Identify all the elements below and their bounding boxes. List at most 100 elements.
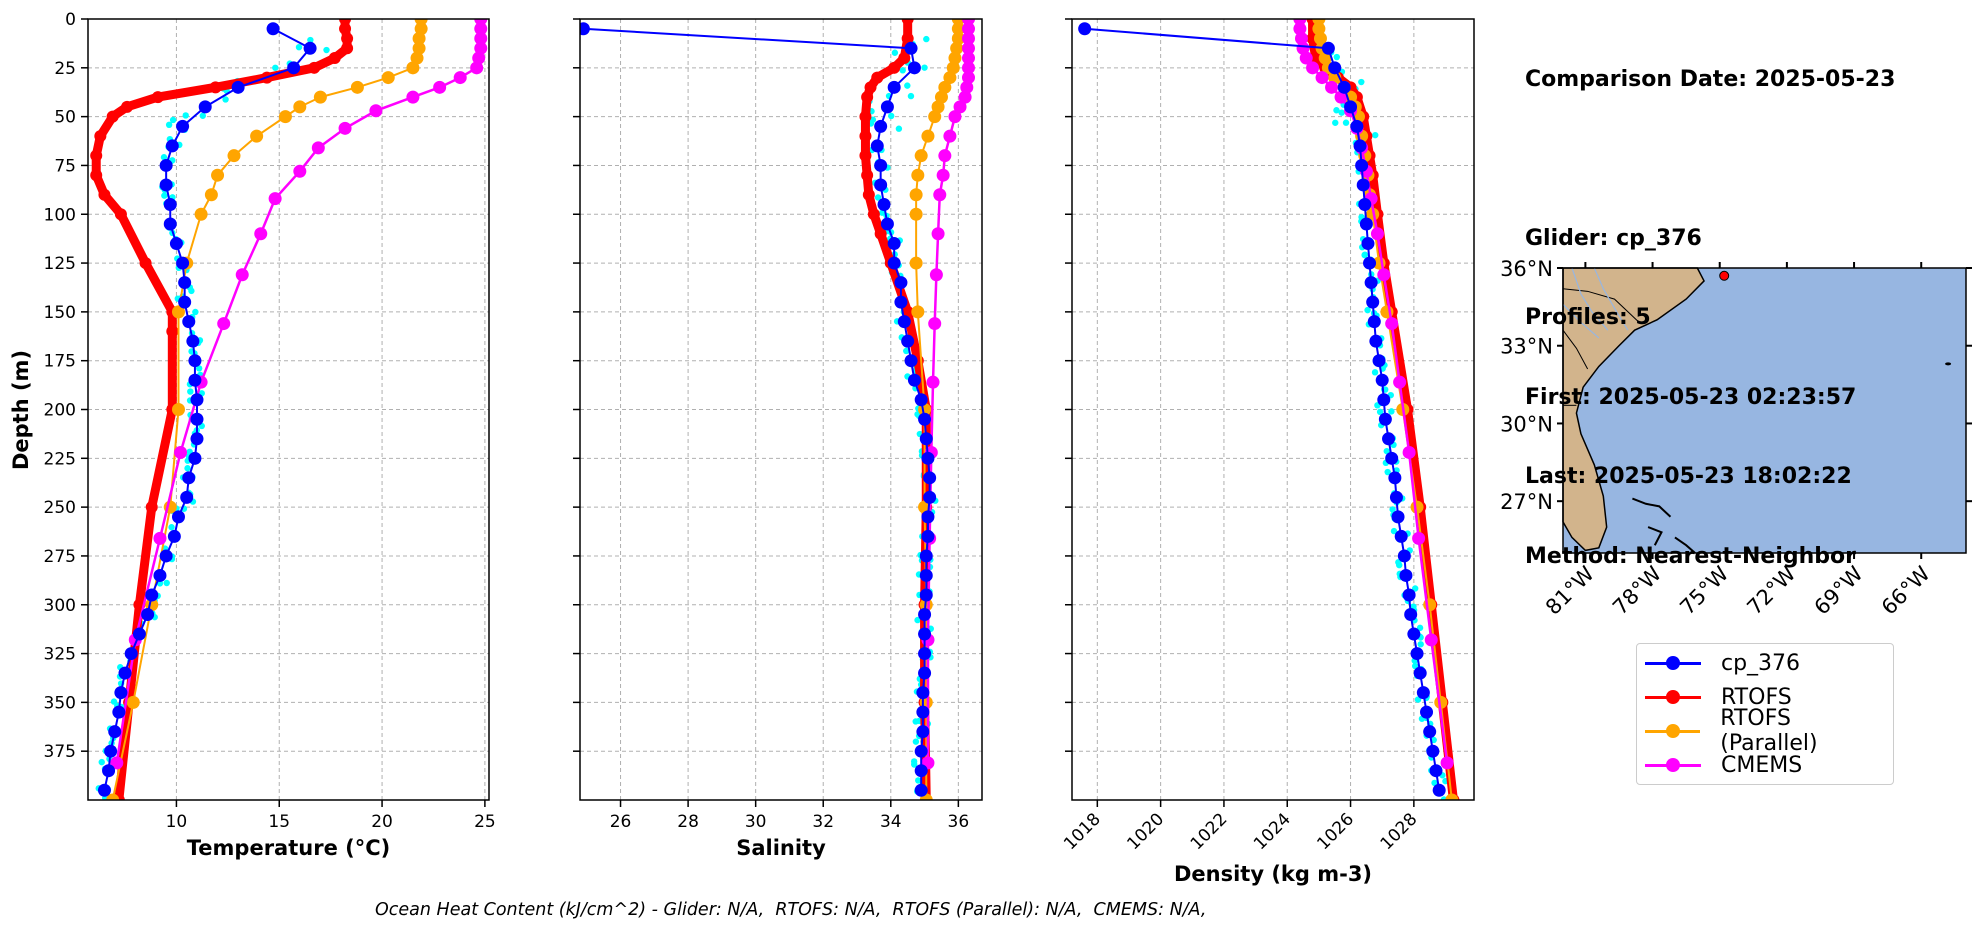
legend-item-cmems: CMEMS bbox=[1637, 748, 1802, 782]
data-point-rtofs-parallel- bbox=[1410, 500, 1424, 514]
data-point-rtofs bbox=[861, 169, 874, 182]
y-tick-label: 300 bbox=[44, 596, 76, 616]
y-axis-label: Depth (m) bbox=[9, 350, 33, 470]
data-point-rtofs bbox=[859, 149, 872, 162]
data-point-rtofs-parallel- bbox=[106, 793, 120, 800]
x-tick-label: 34 bbox=[880, 812, 902, 832]
island-bermuda bbox=[1945, 362, 1952, 366]
data-point-cmems bbox=[217, 317, 231, 331]
raw-glider-point bbox=[1376, 408, 1384, 416]
data-point-rtofs bbox=[98, 188, 111, 201]
data-point-cp-376 bbox=[1399, 568, 1413, 582]
data-point-cp-376 bbox=[921, 451, 935, 465]
data-point-cp-376 bbox=[874, 158, 888, 172]
data-point-rtofs-parallel- bbox=[211, 168, 225, 182]
first-time: First: 2025-05-23 02:23:57 bbox=[1525, 384, 1857, 410]
data-point-cmems bbox=[1293, 22, 1307, 36]
lat-tick-label: 36°N bbox=[1500, 257, 1553, 281]
data-point-cp-376 bbox=[190, 393, 204, 407]
x-tick-label: 36 bbox=[948, 812, 970, 832]
data-point-cp-376 bbox=[1366, 295, 1380, 309]
glider-name: Glider: cp_376 bbox=[1525, 225, 1702, 251]
raw-glider-point bbox=[1342, 119, 1350, 126]
plot-area bbox=[580, 19, 975, 800]
data-point-rtofs-parallel- bbox=[1318, 51, 1332, 65]
data-point-cp-376 bbox=[918, 647, 932, 661]
data-point-cp-376 bbox=[1416, 686, 1430, 700]
data-point-cp-376 bbox=[165, 139, 179, 153]
data-point-rtofs bbox=[341, 42, 354, 55]
series-line-cp-376 bbox=[1084, 27, 1441, 791]
data-point-rtofs bbox=[862, 188, 875, 201]
data-point-cmems bbox=[1402, 445, 1416, 459]
y-tick-label: 175 bbox=[44, 352, 76, 372]
data-point-rtofs-parallel- bbox=[948, 51, 962, 65]
y-tick-label: 350 bbox=[44, 693, 76, 713]
raw-glider-point bbox=[1395, 559, 1402, 566]
data-point-cp-376 bbox=[182, 471, 196, 485]
data-point-rtofs bbox=[339, 19, 352, 25]
data-point-cp-376 bbox=[918, 627, 932, 641]
data-point-rtofs bbox=[90, 149, 103, 162]
data-point-cp-376 bbox=[102, 764, 116, 778]
data-point-cp-376 bbox=[188, 354, 202, 368]
data-point-cp-376 bbox=[198, 100, 212, 114]
data-point-rtofs-parallel- bbox=[381, 71, 395, 85]
raw-glider-point bbox=[1390, 527, 1398, 535]
legend-swatch bbox=[1645, 687, 1701, 707]
data-point-cp-376 bbox=[580, 22, 590, 36]
x-tick-label: 20 bbox=[371, 812, 393, 832]
raw-glider-point bbox=[163, 579, 170, 587]
data-point-cmems bbox=[936, 168, 950, 182]
data-point-cp-376 bbox=[870, 139, 884, 153]
y-tick-label: 50 bbox=[54, 108, 76, 128]
data-point-cmems bbox=[1385, 317, 1399, 331]
data-point-cp-376 bbox=[874, 119, 888, 133]
lat-tick-label: 27°N bbox=[1500, 490, 1553, 514]
data-point-rtofs bbox=[121, 100, 134, 113]
data-point-rtofs bbox=[339, 22, 352, 35]
data-point-rtofs bbox=[166, 325, 179, 338]
data-point-cmems bbox=[474, 41, 488, 55]
data-point-cp-376 bbox=[124, 647, 138, 661]
raw-glider-point bbox=[295, 43, 303, 51]
data-point-rtofs-parallel- bbox=[313, 90, 327, 104]
raw-glider-point bbox=[272, 64, 279, 71]
data-point-cp-376 bbox=[287, 61, 301, 75]
data-point-rtofs bbox=[114, 208, 127, 221]
data-point-cp-376 bbox=[1375, 373, 1389, 387]
y-tick-label: 325 bbox=[44, 645, 76, 665]
data-point-cmems bbox=[1412, 531, 1426, 545]
legend-label: RTOFS bbox=[1721, 684, 1792, 710]
data-point-cp-376 bbox=[1367, 315, 1381, 329]
raw-glider-point bbox=[160, 154, 168, 161]
data-point-rtofs-parallel- bbox=[909, 256, 923, 270]
raw-glider-point bbox=[1338, 109, 1345, 116]
data-point-rtofs bbox=[139, 257, 152, 270]
x-tick-label: 28 bbox=[677, 812, 699, 832]
data-point-cp-376 bbox=[919, 568, 933, 582]
axes-frame bbox=[1071, 18, 1475, 801]
data-point-cp-376 bbox=[887, 80, 901, 94]
data-point-cmems bbox=[153, 531, 167, 545]
data-point-cmems bbox=[961, 32, 975, 46]
x-tick-label: 1026 bbox=[1313, 809, 1358, 854]
legend-item-rtofs-parallel: RTOFS (Parallel) bbox=[1637, 706, 1893, 756]
data-point-cp-376 bbox=[1420, 705, 1434, 719]
data-point-rtofs-parallel- bbox=[911, 305, 925, 319]
raw-glider-point bbox=[874, 194, 882, 201]
data-point-cp-376 bbox=[914, 783, 928, 797]
raw-glider-point bbox=[222, 96, 229, 103]
raw-glider-point bbox=[1389, 506, 1396, 513]
data-point-cmems bbox=[1440, 756, 1454, 770]
data-point-cmems bbox=[472, 51, 486, 65]
data-point-rtofs-parallel- bbox=[951, 32, 965, 46]
data-point-cp-376 bbox=[169, 237, 183, 251]
data-point-cp-376 bbox=[921, 529, 935, 543]
data-point-cp-376 bbox=[1364, 276, 1378, 290]
data-point-cp-376 bbox=[1372, 354, 1386, 368]
data-point-cmems bbox=[1294, 32, 1308, 46]
x-tick-label: 25 bbox=[474, 812, 496, 832]
data-point-rtofs-parallel- bbox=[171, 305, 185, 319]
temperature-panel: 0 25 50 75 100 125 150 175 200 225 250 275 300 325 350… bbox=[9, 10, 496, 860]
